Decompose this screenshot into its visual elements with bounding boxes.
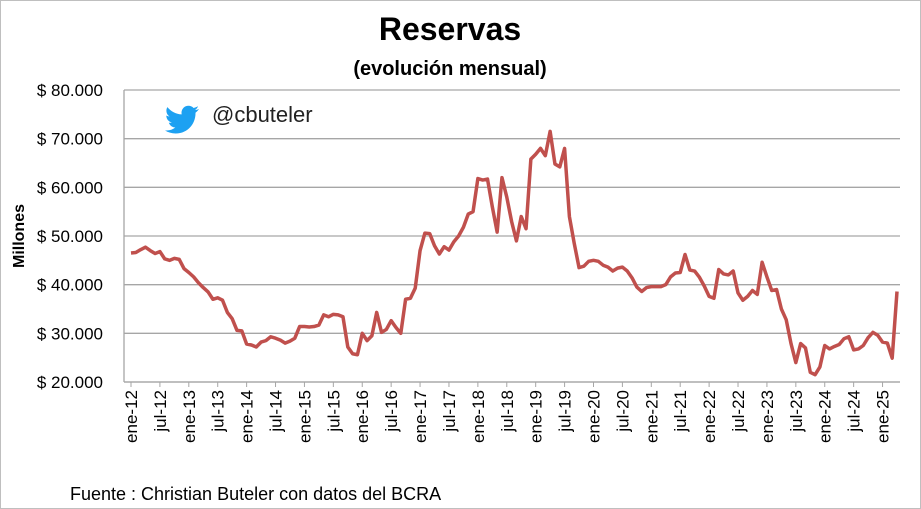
x-tick-label: jul-23 xyxy=(787,390,806,433)
x-tick-label: jul-20 xyxy=(613,390,632,433)
data-line xyxy=(130,129,899,377)
x-tick-label: ene-22 xyxy=(700,390,719,443)
y-tick-label: $ 80.000 xyxy=(37,81,103,100)
source-note: Fuente : Christian Buteler con datos del… xyxy=(70,484,441,504)
x-tick-label: ene-16 xyxy=(353,390,372,443)
x-tick-label: ene-12 xyxy=(122,390,141,443)
y-tick-label: $ 70.000 xyxy=(37,130,103,149)
x-tick-label: jul-15 xyxy=(324,390,343,433)
twitter-handle: @cbuteler xyxy=(212,102,313,127)
y-tick-label: $ 50.000 xyxy=(37,227,103,246)
x-tick-label: ene-18 xyxy=(469,390,488,443)
x-tick-label: jul-22 xyxy=(729,390,748,433)
x-tick-label: ene-15 xyxy=(295,390,314,443)
x-tick-label: ene-20 xyxy=(584,390,603,443)
y-tick-label: $ 40.000 xyxy=(37,276,103,295)
x-tick-label: jul-14 xyxy=(267,390,286,433)
x-tick-label: ene-24 xyxy=(816,390,835,443)
y-tick-label: $ 30.000 xyxy=(37,324,103,343)
x-tick-label: jul-18 xyxy=(498,390,517,433)
y-axis-title: Millones xyxy=(11,204,28,268)
twitter-icon xyxy=(164,105,199,134)
x-tick-label: jul-19 xyxy=(556,390,575,433)
chart-subtitle: (evolución mensual) xyxy=(353,58,546,80)
x-tick-label: ene-19 xyxy=(527,390,546,443)
x-tick-label: jul-17 xyxy=(440,390,459,433)
x-tick-label: ene-25 xyxy=(874,390,893,443)
x-tick-label: ene-23 xyxy=(758,390,777,443)
x-tick-label: ene-17 xyxy=(411,390,430,443)
x-tick-label: ene-14 xyxy=(238,390,257,443)
x-tick-label: jul-16 xyxy=(382,390,401,433)
x-tick-label: jul-12 xyxy=(151,390,170,433)
x-tick-label: ene-13 xyxy=(180,390,199,443)
x-tick-label: jul-21 xyxy=(671,390,690,433)
x-tick-label: jul-13 xyxy=(209,390,228,433)
y-tick-label: $ 20.000 xyxy=(37,373,103,392)
chart-title: Reservas xyxy=(379,11,521,47)
y-tick-label: $ 60.000 xyxy=(37,178,103,197)
x-tick-label: jul-24 xyxy=(845,390,864,433)
x-tick-label: ene-21 xyxy=(642,390,661,443)
